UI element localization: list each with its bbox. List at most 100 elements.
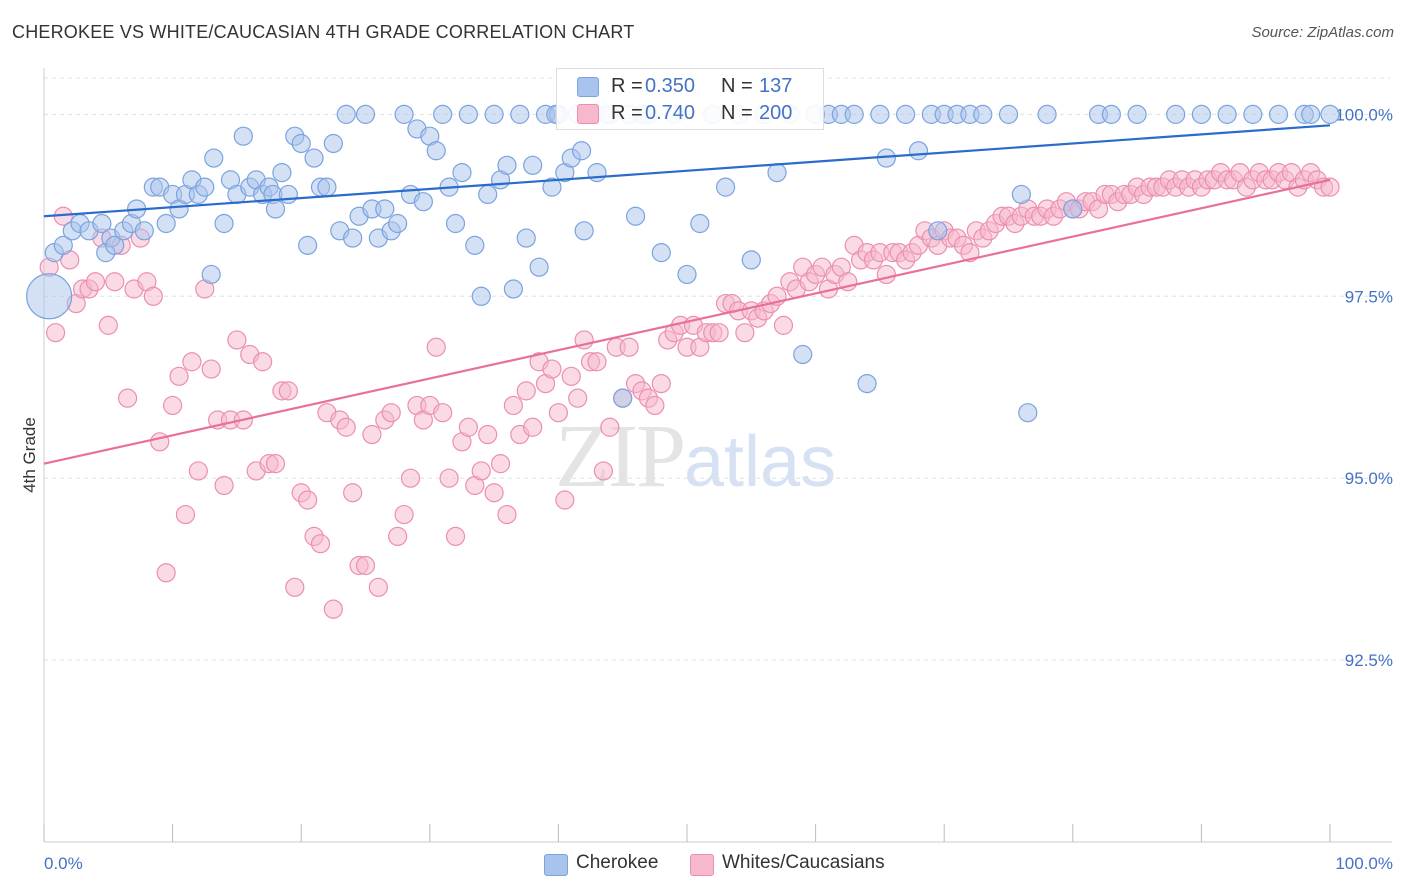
cherokee-point xyxy=(323,133,343,154)
whites-swatch xyxy=(690,854,714,876)
whites-point xyxy=(85,272,106,292)
cherokee-point xyxy=(677,264,697,285)
whites-point xyxy=(278,381,298,401)
x-tick-label: 0.0% xyxy=(44,854,83,873)
cherokee-point xyxy=(1037,104,1057,124)
stats-row-whites: R = 0.740 N = 200 xyxy=(557,101,823,127)
whites-point xyxy=(542,359,562,379)
cherokee-point xyxy=(484,104,504,124)
source-label: Source: ZipAtlas.com xyxy=(1251,24,1394,41)
cherokee-point xyxy=(715,177,736,197)
r-label: R = xyxy=(611,102,643,124)
whites-point xyxy=(265,454,286,474)
stats-legend: R = 0.350 N = 137 R = 0.740 N = 200 xyxy=(556,68,824,130)
cherokee-point xyxy=(625,206,646,226)
cherokee-point xyxy=(1320,104,1340,124)
cherokee-point xyxy=(1063,199,1083,219)
n-value: 137 xyxy=(759,75,793,97)
whites-swatch xyxy=(577,104,599,124)
cherokee-point xyxy=(343,228,363,248)
whites-point xyxy=(735,323,755,343)
whites-point xyxy=(619,337,639,357)
cherokee-point xyxy=(973,104,993,124)
cherokee-point xyxy=(870,104,890,124)
whites-point xyxy=(876,264,896,285)
cherokee-point xyxy=(26,273,73,320)
whites-point xyxy=(143,286,163,306)
whites-point xyxy=(523,417,543,437)
whites-point xyxy=(471,461,491,481)
cherokee-point xyxy=(465,235,485,255)
cherokee-point xyxy=(291,133,311,154)
cherokee-point xyxy=(928,221,948,241)
cherokee-point xyxy=(317,177,337,197)
whites-point xyxy=(336,417,356,437)
r-label: R = xyxy=(611,75,643,97)
cherokee-point xyxy=(426,141,446,161)
cherokee-point xyxy=(478,184,498,205)
whites-point xyxy=(362,424,382,445)
cherokee-point xyxy=(134,221,154,241)
cherokee-point xyxy=(516,228,536,248)
cherokee-point xyxy=(452,162,472,183)
cherokee-point xyxy=(471,286,491,306)
cherokee-point xyxy=(278,184,298,205)
cherokee-point xyxy=(574,221,594,241)
n-value: 200 xyxy=(759,102,793,124)
cherokee-point xyxy=(156,213,176,234)
whites-point xyxy=(227,330,247,350)
cherokee-point xyxy=(510,104,530,124)
whites-point xyxy=(645,395,665,416)
cherokee-point xyxy=(998,104,1019,124)
whites-point xyxy=(478,424,498,445)
cherokee-point xyxy=(1101,104,1121,124)
legend-label: Whites/Caucasians xyxy=(722,852,885,873)
whites-point xyxy=(490,454,511,474)
n-label: N = xyxy=(721,102,753,124)
whites-point xyxy=(709,323,729,343)
whites-point xyxy=(651,374,671,394)
cherokee-point xyxy=(1191,104,1212,124)
cherokee-point xyxy=(793,344,813,365)
cherokee-point xyxy=(857,374,877,394)
cherokee-point xyxy=(1011,184,1031,205)
watermark: ZIPatlas xyxy=(555,405,836,508)
whites-point xyxy=(298,490,318,510)
cherokee-point xyxy=(201,264,221,285)
whites-point xyxy=(253,352,273,372)
cherokee-point xyxy=(741,250,761,270)
whites-point xyxy=(445,526,466,547)
whites-point xyxy=(561,366,581,386)
whites-point xyxy=(98,315,118,335)
y-axis-label: 4th Grade xyxy=(20,417,39,493)
y-tick-label: 92.5% xyxy=(1345,651,1393,670)
cherokee-point xyxy=(571,141,592,161)
r-value: 0.350 xyxy=(645,75,696,97)
whites-point xyxy=(497,504,517,525)
cherokee-point xyxy=(844,104,864,124)
cherokee-point xyxy=(529,257,549,277)
whites-point xyxy=(1320,177,1340,197)
whites-point xyxy=(426,337,446,357)
cherokee-point xyxy=(613,388,633,408)
cherokee-point xyxy=(298,235,318,255)
cherokee-trend-line xyxy=(43,124,1331,218)
whites-point xyxy=(400,468,421,488)
cherokee-point xyxy=(1268,104,1289,124)
y-tick-label: 97.5% xyxy=(1345,287,1393,306)
whites-point xyxy=(433,403,453,423)
whites-point xyxy=(182,352,202,372)
whites-point xyxy=(343,483,363,503)
whites-point xyxy=(323,599,343,619)
cherokee-point xyxy=(272,162,292,183)
cherokee-point xyxy=(651,243,671,263)
whites-point xyxy=(117,388,138,408)
cherokee-point xyxy=(458,104,478,124)
watermark-atlas: atlas xyxy=(684,422,837,502)
cherokee-point xyxy=(587,162,607,183)
whites-point xyxy=(163,395,183,416)
whites-point xyxy=(600,417,620,437)
cherokee-point xyxy=(336,104,356,124)
whites-point xyxy=(593,461,614,481)
